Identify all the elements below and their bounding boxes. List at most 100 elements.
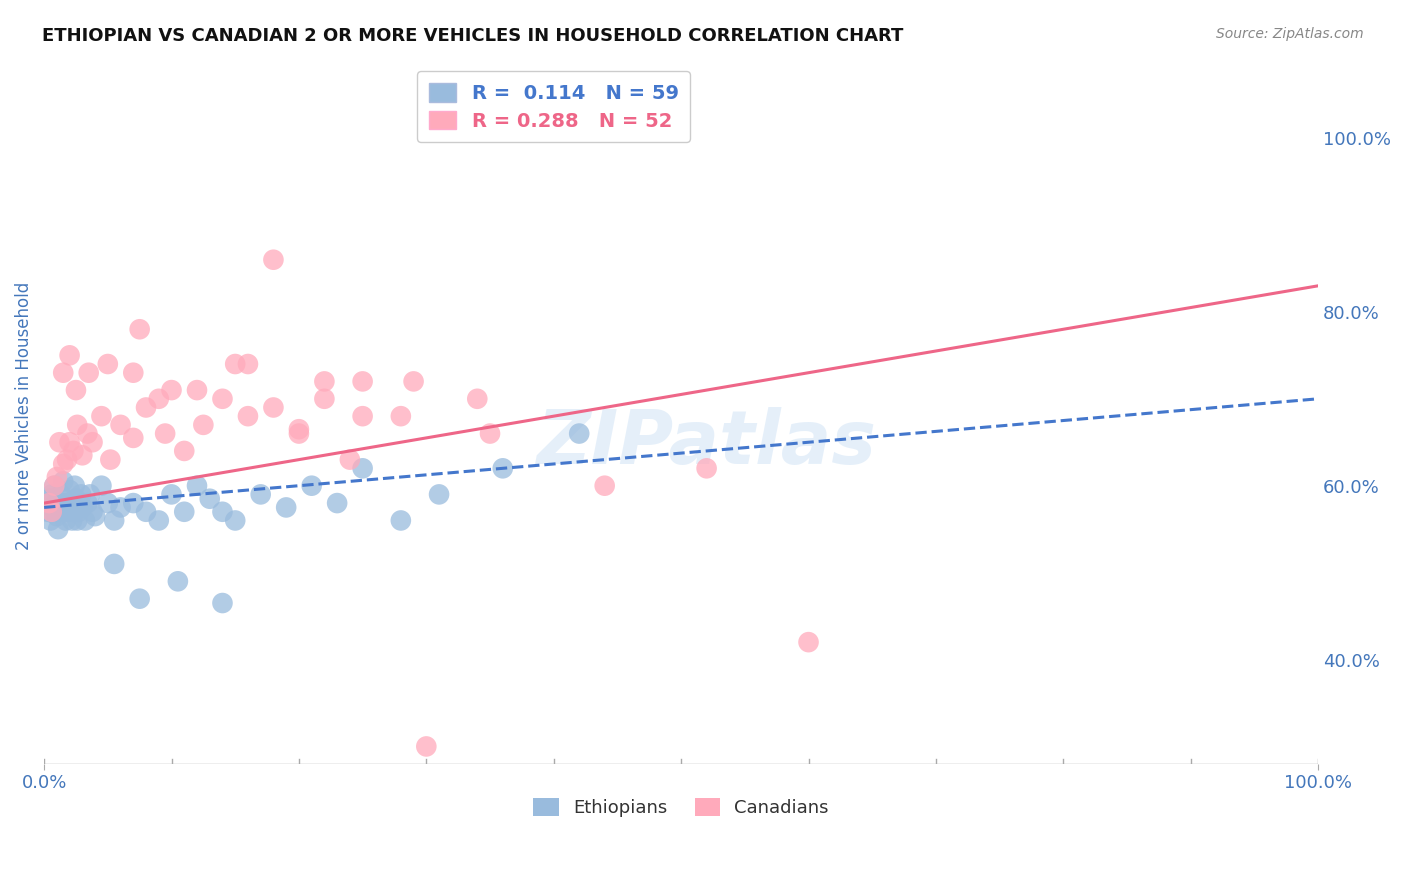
Point bbox=[160, 383, 183, 397]
Point bbox=[122, 366, 145, 380]
Point bbox=[82, 505, 104, 519]
Point bbox=[52, 475, 75, 489]
Y-axis label: 2 or more Vehicles in Household: 2 or more Vehicles in Household bbox=[15, 282, 32, 550]
Point bbox=[110, 417, 132, 432]
Point bbox=[58, 435, 80, 450]
Point bbox=[479, 426, 502, 441]
Point bbox=[72, 500, 94, 515]
Point bbox=[236, 357, 259, 371]
Point bbox=[211, 596, 233, 610]
Point bbox=[389, 513, 412, 527]
Point bbox=[55, 513, 77, 527]
Legend: Ethiopians, Canadians: Ethiopians, Canadians bbox=[526, 791, 837, 824]
Point bbox=[45, 470, 67, 484]
Point bbox=[39, 513, 62, 527]
Point bbox=[67, 505, 90, 519]
Point bbox=[44, 479, 66, 493]
Point bbox=[492, 461, 515, 475]
Point bbox=[153, 426, 176, 441]
Point bbox=[167, 574, 190, 589]
Point bbox=[389, 409, 412, 424]
Point bbox=[173, 444, 195, 458]
Point bbox=[79, 487, 101, 501]
Point bbox=[249, 487, 271, 501]
Point bbox=[66, 513, 89, 527]
Point bbox=[352, 375, 374, 389]
Point bbox=[314, 375, 336, 389]
Point bbox=[42, 500, 65, 515]
Point bbox=[65, 491, 87, 506]
Point bbox=[186, 383, 208, 397]
Point bbox=[38, 496, 60, 510]
Point bbox=[56, 452, 79, 467]
Point bbox=[128, 322, 150, 336]
Point bbox=[56, 496, 79, 510]
Point bbox=[44, 479, 66, 493]
Point bbox=[58, 483, 80, 497]
Point bbox=[52, 366, 75, 380]
Point bbox=[58, 348, 80, 362]
Point bbox=[402, 375, 425, 389]
Point bbox=[568, 426, 591, 441]
Point bbox=[76, 496, 98, 510]
Point bbox=[59, 496, 82, 510]
Text: ETHIOPIAN VS CANADIAN 2 OR MORE VEHICLES IN HOUSEHOLD CORRELATION CHART: ETHIOPIAN VS CANADIAN 2 OR MORE VEHICLES… bbox=[42, 27, 904, 45]
Point bbox=[193, 417, 215, 432]
Point bbox=[48, 505, 70, 519]
Text: ZIPatlas: ZIPatlas bbox=[537, 408, 876, 481]
Point bbox=[236, 409, 259, 424]
Point bbox=[77, 366, 100, 380]
Point bbox=[797, 635, 820, 649]
Point bbox=[65, 383, 87, 397]
Point bbox=[339, 452, 361, 467]
Point bbox=[186, 479, 208, 493]
Point bbox=[160, 487, 183, 501]
Point bbox=[45, 496, 67, 510]
Point bbox=[211, 505, 233, 519]
Point bbox=[51, 496, 73, 510]
Point bbox=[73, 513, 96, 527]
Point bbox=[696, 461, 718, 475]
Point bbox=[97, 357, 120, 371]
Point bbox=[66, 417, 89, 432]
Point bbox=[135, 401, 157, 415]
Point bbox=[98, 452, 121, 467]
Point bbox=[41, 487, 63, 501]
Point bbox=[58, 505, 80, 519]
Point bbox=[122, 431, 145, 445]
Point bbox=[62, 505, 84, 519]
Point bbox=[326, 496, 349, 510]
Point bbox=[128, 591, 150, 606]
Point bbox=[103, 557, 125, 571]
Point bbox=[301, 479, 323, 493]
Point bbox=[314, 392, 336, 406]
Point bbox=[70, 487, 93, 501]
Point bbox=[41, 505, 63, 519]
Point bbox=[352, 409, 374, 424]
Point bbox=[110, 500, 132, 515]
Point bbox=[72, 448, 94, 462]
Point bbox=[62, 444, 84, 458]
Point bbox=[224, 357, 246, 371]
Point bbox=[76, 426, 98, 441]
Point bbox=[276, 500, 298, 515]
Point bbox=[198, 491, 221, 506]
Point bbox=[352, 461, 374, 475]
Point bbox=[148, 513, 170, 527]
Point bbox=[82, 435, 104, 450]
Point bbox=[262, 252, 284, 267]
Point bbox=[173, 505, 195, 519]
Point bbox=[90, 479, 112, 493]
Point bbox=[427, 487, 450, 501]
Point bbox=[288, 426, 311, 441]
Point bbox=[148, 392, 170, 406]
Point bbox=[46, 522, 69, 536]
Point bbox=[288, 422, 311, 436]
Point bbox=[593, 479, 616, 493]
Point bbox=[465, 392, 488, 406]
Point bbox=[84, 509, 107, 524]
Point bbox=[52, 457, 75, 471]
Point bbox=[211, 392, 233, 406]
Point bbox=[122, 496, 145, 510]
Point bbox=[224, 513, 246, 527]
